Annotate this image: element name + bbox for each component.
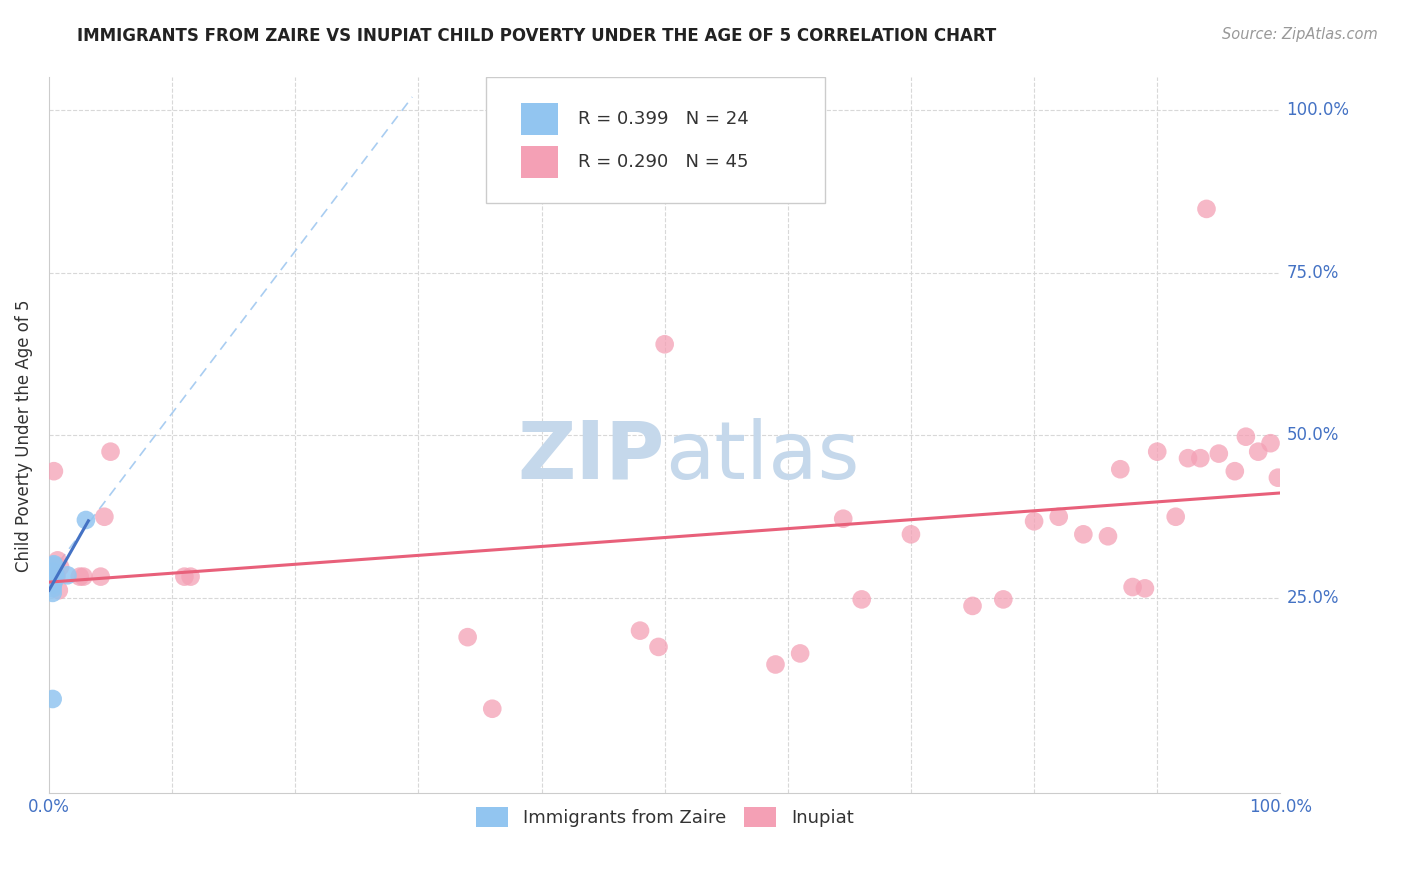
Point xyxy=(1164,509,1187,524)
Point xyxy=(69,569,91,583)
Point xyxy=(765,657,787,672)
Point xyxy=(44,568,66,582)
Point xyxy=(1109,462,1132,476)
Point xyxy=(1260,436,1282,450)
Point xyxy=(42,569,65,583)
Point xyxy=(1223,464,1246,478)
Point xyxy=(41,565,63,579)
Point xyxy=(647,640,669,654)
Point xyxy=(48,583,70,598)
Point xyxy=(42,568,65,582)
Point xyxy=(44,568,66,582)
Legend: Immigrants from Zaire, Inupiat: Immigrants from Zaire, Inupiat xyxy=(468,800,860,834)
Point xyxy=(45,569,67,583)
Text: 25.0%: 25.0% xyxy=(1286,589,1339,607)
Point xyxy=(832,512,855,526)
Point xyxy=(41,568,63,582)
Point xyxy=(1133,582,1156,596)
Y-axis label: Child Poverty Under the Age of 5: Child Poverty Under the Age of 5 xyxy=(15,299,32,572)
Point xyxy=(41,582,63,596)
Point xyxy=(1122,580,1144,594)
Point xyxy=(1022,514,1045,528)
Text: Source: ZipAtlas.com: Source: ZipAtlas.com xyxy=(1222,27,1378,42)
Point xyxy=(42,565,65,579)
FancyBboxPatch shape xyxy=(486,78,825,202)
Text: ZIP: ZIP xyxy=(517,417,665,496)
Point xyxy=(41,586,63,600)
Point xyxy=(75,513,97,527)
Point xyxy=(900,527,922,541)
Text: IMMIGRANTS FROM ZAIRE VS INUPIAT CHILD POVERTY UNDER THE AGE OF 5 CORRELATION CH: IMMIGRANTS FROM ZAIRE VS INUPIAT CHILD P… xyxy=(77,27,997,45)
Point xyxy=(457,630,479,644)
Point xyxy=(1073,527,1095,541)
Point xyxy=(654,337,676,351)
Point xyxy=(42,574,65,589)
Point xyxy=(42,558,65,573)
Point xyxy=(42,558,65,572)
Point xyxy=(173,569,195,583)
Point xyxy=(962,599,984,613)
Point xyxy=(42,464,65,478)
Point xyxy=(41,578,63,592)
Point xyxy=(1234,430,1257,444)
Point xyxy=(41,568,63,582)
Point xyxy=(44,569,66,583)
Point xyxy=(481,702,503,716)
Point xyxy=(1189,451,1212,466)
Point xyxy=(56,568,79,582)
Point xyxy=(42,573,65,587)
Point xyxy=(93,509,115,524)
Point xyxy=(41,569,63,583)
Point xyxy=(180,569,202,583)
Point xyxy=(1247,444,1270,458)
Point xyxy=(1146,444,1168,458)
Point xyxy=(41,565,63,579)
FancyBboxPatch shape xyxy=(520,103,558,135)
Point xyxy=(42,569,65,583)
Point xyxy=(90,569,112,583)
Point xyxy=(1195,202,1218,216)
Text: R = 0.399   N = 24: R = 0.399 N = 24 xyxy=(578,110,749,128)
Point xyxy=(46,553,69,567)
Text: atlas: atlas xyxy=(665,417,859,496)
Text: 100.0%: 100.0% xyxy=(1286,101,1350,119)
Point xyxy=(789,647,811,661)
Point xyxy=(42,566,65,581)
Text: 50.0%: 50.0% xyxy=(1286,426,1339,444)
Point xyxy=(42,572,65,586)
Point xyxy=(41,565,63,579)
Point xyxy=(993,592,1015,607)
Point xyxy=(1177,451,1199,466)
FancyBboxPatch shape xyxy=(520,146,558,178)
Point xyxy=(1097,529,1119,543)
Point xyxy=(72,569,94,583)
Point xyxy=(49,559,72,574)
Point xyxy=(628,624,651,638)
Text: R = 0.290   N = 45: R = 0.290 N = 45 xyxy=(578,153,749,171)
Point xyxy=(1208,447,1230,461)
Point xyxy=(851,592,873,607)
Point xyxy=(100,444,122,458)
Point xyxy=(41,573,63,587)
Point xyxy=(1267,471,1289,485)
Text: 75.0%: 75.0% xyxy=(1286,264,1339,282)
Point xyxy=(41,692,63,706)
Point xyxy=(45,568,67,582)
Point xyxy=(1047,509,1070,524)
